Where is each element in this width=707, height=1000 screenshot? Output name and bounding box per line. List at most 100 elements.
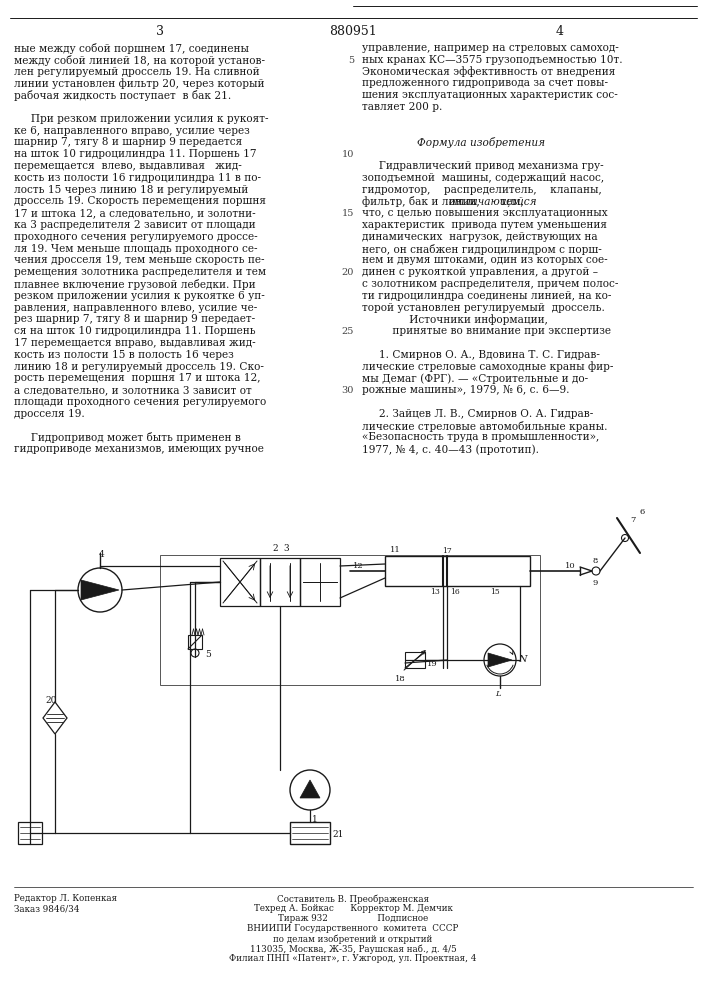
Text: шения эксплуатационных характеристик сос-: шения эксплуатационных характеристик сос… <box>362 90 618 100</box>
Text: Филиал ПНП «Патент», г. Ужгород, ул. Проектная, 4: Филиал ПНП «Патент», г. Ужгород, ул. Про… <box>229 954 477 963</box>
Text: плавнее включение грузовой лебедки. При: плавнее включение грузовой лебедки. При <box>14 279 256 290</box>
Text: рость перемещения  поршня 17 и штока 12,: рость перемещения поршня 17 и штока 12, <box>14 373 260 383</box>
Polygon shape <box>81 580 119 600</box>
Text: а следовательно, и золотника 3 зависит от: а следовательно, и золотника 3 зависит о… <box>14 385 252 395</box>
Polygon shape <box>488 653 512 667</box>
Text: 17: 17 <box>442 547 452 555</box>
Bar <box>260 558 300 606</box>
Text: Гидропривод может быть применен в: Гидропривод может быть применен в <box>14 432 241 443</box>
Text: дросселя 19.: дросселя 19. <box>14 409 85 419</box>
Text: зоподъемной  машины, содержащий насос,: зоподъемной машины, содержащий насос, <box>362 173 604 183</box>
Text: Заказ 9846/34: Заказ 9846/34 <box>14 904 79 913</box>
Text: дроссель 19. Скорость перемещения поршня: дроссель 19. Скорость перемещения поршня <box>14 196 266 206</box>
Text: 1: 1 <box>312 815 318 824</box>
Text: ВНИИПИ Государственного  комитета  СССР: ВНИИПИ Государственного комитета СССР <box>247 924 459 933</box>
Text: 9: 9 <box>593 579 598 587</box>
Text: ных кранах КС—3575 грузоподъемностью 10т.: ных кранах КС—3575 грузоподъемностью 10т… <box>362 55 623 65</box>
Text: принятые во внимание при экспертизе: принятые во внимание при экспертизе <box>362 326 611 336</box>
Text: 11: 11 <box>390 546 401 554</box>
Text: что, с целью повышения эксплуатационных: что, с целью повышения эксплуатационных <box>362 208 607 218</box>
Text: N: N <box>518 655 527 664</box>
Text: тем,: тем, <box>497 196 524 206</box>
Text: 880951: 880951 <box>329 25 377 38</box>
Text: 16: 16 <box>450 588 460 596</box>
Text: 15: 15 <box>490 588 500 596</box>
Text: 1. Смирнов О. А., Вдовина Т. С. Гидрав-: 1. Смирнов О. А., Вдовина Т. С. Гидрав- <box>362 350 600 360</box>
Text: проходного сечения регулируемого дроссе-: проходного сечения регулируемого дроссе- <box>14 232 257 242</box>
Text: 6: 6 <box>640 508 645 516</box>
Text: 3: 3 <box>156 25 164 38</box>
Text: 18: 18 <box>395 675 406 683</box>
Text: рез шарнир 7, тягу 8 и шарнир 9 передает-: рез шарнир 7, тягу 8 и шарнир 9 передает… <box>14 314 255 324</box>
Text: «Безопасность труда в промышленности»,: «Безопасность труда в промышленности», <box>362 432 600 442</box>
Bar <box>405 652 425 668</box>
Text: рожные машины», 1979, № 6, с. 6—9.: рожные машины», 1979, № 6, с. 6—9. <box>362 385 570 395</box>
Text: площади проходного сечения регулируемого: площади проходного сечения регулируемого <box>14 397 267 407</box>
Text: отличающийся: отличающийся <box>448 196 537 207</box>
Text: Составитель В. Преображенская: Составитель В. Преображенская <box>277 894 429 904</box>
Text: лические стреловые самоходные краны фир-: лические стреловые самоходные краны фир- <box>362 362 614 372</box>
Text: лен регулируемый дроссель 19. На сливной: лен регулируемый дроссель 19. На сливной <box>14 67 259 77</box>
Text: характеристик  привода путем уменьшения: характеристик привода путем уменьшения <box>362 220 607 230</box>
Text: по делам изобретений и открытий: по делам изобретений и открытий <box>274 934 433 944</box>
Text: ные между собой поршнем 17, соединены: ные между собой поршнем 17, соединены <box>14 43 249 54</box>
Text: динен с рукояткой управления, а другой –: динен с рукояткой управления, а другой – <box>362 267 598 277</box>
Text: мы Демаг (ФРГ). — «Строительные и до-: мы Демаг (ФРГ). — «Строительные и до- <box>362 373 588 384</box>
Text: ке 6, направленного вправо, усилие через: ке 6, направленного вправо, усилие через <box>14 126 250 136</box>
Text: резком приложении усилия к рукоятке 6 уп-: резком приложении усилия к рукоятке 6 уп… <box>14 291 264 301</box>
Text: 17 и штока 12, а следовательно, и золотни-: 17 и штока 12, а следовательно, и золотн… <box>14 208 256 218</box>
Text: Источники информации,: Источники информации, <box>362 314 548 325</box>
Text: предложенного гидропривода за счет повы-: предложенного гидропривода за счет повы- <box>362 78 608 88</box>
Text: Формула изобретения: Формула изобретения <box>417 137 545 148</box>
Text: ка 3 распределителя 2 зависит от площади: ка 3 распределителя 2 зависит от площади <box>14 220 256 230</box>
Text: линии установлен фильтр 20, через который: линии установлен фильтр 20, через которы… <box>14 78 264 89</box>
Text: ти гидроцилиндра соединены линией, на ко-: ти гидроцилиндра соединены линией, на ко… <box>362 291 612 301</box>
Text: с золотником распределителя, причем полос-: с золотником распределителя, причем поло… <box>362 279 619 289</box>
Text: 4: 4 <box>99 550 105 559</box>
Text: 21: 21 <box>332 830 344 839</box>
Text: ся на шток 10 гидроцилиндра 11. Поршень: ся на шток 10 гидроцилиндра 11. Поршень <box>14 326 256 336</box>
Bar <box>300 558 340 606</box>
Text: нем и двумя штоками, один из которых сое-: нем и двумя штоками, один из которых сое… <box>362 255 607 265</box>
Bar <box>188 635 202 649</box>
Text: управление, например на стреловых самоход-: управление, например на стреловых самохо… <box>362 43 619 53</box>
Text: 8: 8 <box>593 557 598 565</box>
Text: 13: 13 <box>430 588 440 596</box>
Text: 19: 19 <box>427 660 438 668</box>
Text: него, он снабжен гидроцилиндром с порш-: него, он снабжен гидроцилиндром с порш- <box>362 244 602 255</box>
Text: чения дросселя 19, тем меньше скорость пе-: чения дросселя 19, тем меньше скорость п… <box>14 255 264 265</box>
Text: Тираж 932                  Подписное: Тираж 932 Подписное <box>278 914 428 923</box>
Text: 2. Зайцев Л. В., Смирнов О. А. Гидрав-: 2. Зайцев Л. В., Смирнов О. А. Гидрав- <box>362 409 593 419</box>
Text: 4: 4 <box>556 25 564 38</box>
Text: перемещается  влево, выдавливая   жид-: перемещается влево, выдавливая жид- <box>14 161 242 171</box>
Text: Экономическая эффективность от внедрения: Экономическая эффективность от внедрения <box>362 67 615 77</box>
Text: фильтр, бак и линии,: фильтр, бак и линии, <box>362 196 483 207</box>
Text: между собой линией 18, на которой установ-: между собой линией 18, на которой устано… <box>14 55 265 66</box>
Text: ремещения золотника распределителя и тем: ремещения золотника распределителя и тем <box>14 267 266 277</box>
Circle shape <box>621 534 629 542</box>
Text: 3: 3 <box>283 544 288 553</box>
Text: равления, направленного влево, усилие че-: равления, направленного влево, усилие че… <box>14 303 257 313</box>
Text: торой установлен регулируемый  дроссель.: торой установлен регулируемый дроссель. <box>362 303 605 313</box>
Text: динамических  нагрузок, действующих на: динамических нагрузок, действующих на <box>362 232 597 242</box>
Text: тавляет 200 р.: тавляет 200 р. <box>362 102 443 112</box>
Text: ля 19. Чем меньше площадь проходного се-: ля 19. Чем меньше площадь проходного се- <box>14 244 257 254</box>
Text: 12: 12 <box>353 562 363 570</box>
Text: При резком приложении усилия к рукоят-: При резком приложении усилия к рукоят- <box>14 114 269 124</box>
Bar <box>290 822 330 844</box>
Text: на шток 10 гидроцилиндра 11. Поршень 17: на шток 10 гидроцилиндра 11. Поршень 17 <box>14 149 257 159</box>
Text: Гидравлический привод механизма гру-: Гидравлический привод механизма гру- <box>362 161 604 171</box>
Text: 15: 15 <box>341 209 354 218</box>
Text: 30: 30 <box>341 386 354 395</box>
Text: 113035, Москва, Ж-35, Раушская наб., д. 4/5: 113035, Москва, Ж-35, Раушская наб., д. … <box>250 944 456 954</box>
Text: 10: 10 <box>341 150 354 159</box>
Text: линию 18 и регулируемый дроссель 19. Ско-: линию 18 и регулируемый дроссель 19. Ско… <box>14 362 264 372</box>
Polygon shape <box>300 780 320 798</box>
Bar <box>385 556 530 586</box>
Text: 20: 20 <box>341 268 354 277</box>
Text: лость 15 через линию 18 и регулируемый: лость 15 через линию 18 и регулируемый <box>14 185 248 195</box>
Text: 5: 5 <box>348 56 354 65</box>
Text: 1977, № 4, с. 40—43 (прототип).: 1977, № 4, с. 40—43 (прототип). <box>362 444 539 455</box>
Text: Редактор Л. Копенкая: Редактор Л. Копенкая <box>14 894 117 903</box>
Text: 25: 25 <box>341 327 354 336</box>
